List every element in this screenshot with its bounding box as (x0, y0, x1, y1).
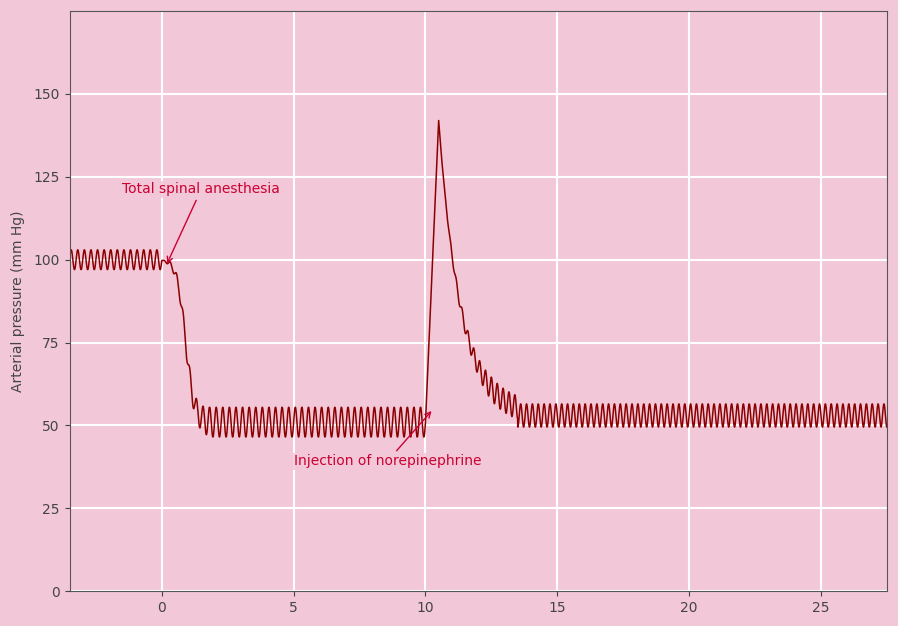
Y-axis label: Arterial pressure (mm Hg): Arterial pressure (mm Hg) (11, 210, 25, 392)
Text: Injection of norepinephrine: Injection of norepinephrine (294, 412, 481, 468)
Text: Total spinal anesthesia: Total spinal anesthesia (122, 182, 280, 262)
